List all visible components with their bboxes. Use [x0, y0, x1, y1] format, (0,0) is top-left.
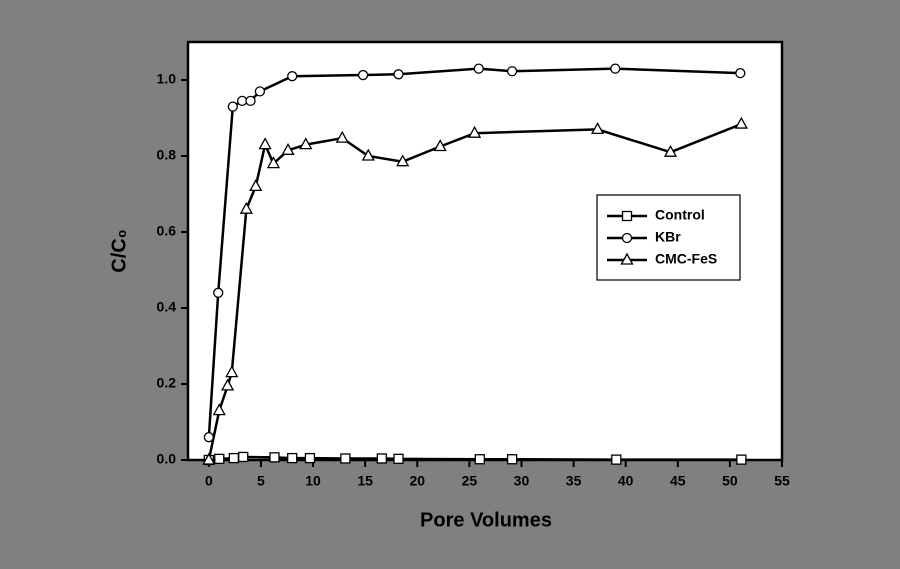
data-point [736, 454, 747, 465]
data-point [467, 125, 482, 138]
y-tick-label: 0.0 [157, 451, 177, 467]
data-point [361, 148, 375, 161]
data-point [213, 287, 224, 298]
data-point [214, 453, 225, 465]
data-point [376, 453, 387, 464]
data-point [258, 137, 272, 150]
data-point [335, 130, 349, 143]
data-point [393, 453, 404, 465]
data-point [357, 69, 369, 81]
x-tick-label: 10 [305, 473, 321, 489]
legend-label: Control [655, 207, 705, 223]
x-tick-label: 25 [462, 473, 478, 489]
y-tick-label: 0.2 [157, 375, 177, 391]
data-point [249, 179, 263, 192]
data-point [506, 454, 518, 465]
x-tick-label: 0 [205, 473, 213, 489]
data-point [734, 116, 748, 129]
data-point [473, 63, 484, 74]
x-tick-label: 55 [774, 473, 790, 489]
y-axis-label: C/C₀ [108, 229, 130, 272]
data-point [610, 63, 621, 74]
x-tick-label: 35 [566, 473, 582, 489]
data-point [287, 452, 298, 464]
legend-label: CMC-FeS [655, 251, 717, 267]
data-point [202, 452, 216, 465]
data-point [393, 69, 404, 80]
y-tick-label: 0.4 [157, 299, 177, 315]
data-point [228, 452, 240, 464]
data-point [663, 144, 678, 157]
x-tick-label: 40 [618, 473, 634, 489]
data-point [239, 201, 253, 214]
data-point [269, 452, 280, 463]
data-point [237, 95, 248, 107]
data-point [225, 365, 239, 378]
data-point [611, 454, 622, 465]
data-point [590, 122, 605, 135]
x-tick-label: 50 [722, 473, 738, 489]
data-point [203, 432, 214, 443]
legend-marker [621, 232, 633, 244]
legend-label: KBr [655, 229, 681, 245]
data-point [281, 142, 295, 155]
data-point [245, 95, 256, 107]
data-point [212, 403, 226, 416]
y-tick-label: 1.0 [157, 71, 177, 87]
data-point [304, 452, 316, 464]
data-point [238, 451, 249, 463]
data-point [396, 154, 410, 167]
data-point [287, 71, 298, 82]
data-point [254, 86, 266, 97]
data-point [506, 66, 518, 77]
data-point [266, 156, 281, 169]
data-point [433, 139, 447, 152]
y-tick-label: 0.8 [157, 147, 177, 163]
x-tick-label: 15 [357, 473, 373, 489]
x-tick-label: 30 [514, 473, 530, 489]
data-point [299, 137, 313, 150]
x-tick-label: 20 [409, 473, 425, 489]
y-tick-label: 0.6 [157, 223, 177, 239]
x-axis-label: Pore Volumes [420, 509, 552, 531]
data-point [340, 453, 351, 464]
data-point [735, 68, 746, 79]
data-point [227, 101, 238, 112]
data-point [221, 378, 235, 391]
legend-marker [621, 210, 633, 222]
data-point [474, 454, 485, 465]
x-tick-label: 5 [257, 473, 265, 489]
x-tick-label: 45 [670, 473, 686, 489]
legend-marker [620, 252, 634, 265]
